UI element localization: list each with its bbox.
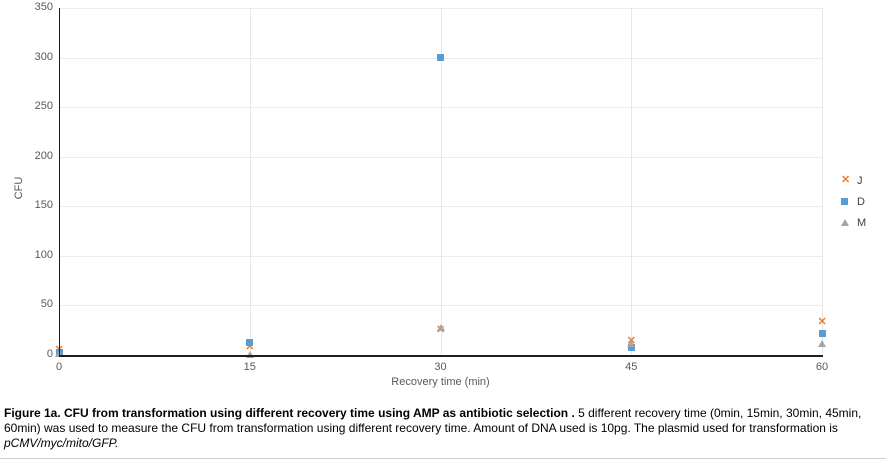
- y-tick-label: 150: [34, 199, 53, 212]
- x-axis-line: [59, 355, 823, 357]
- legend-label-M: M: [857, 216, 867, 229]
- data-point-J-15: ✕: [245, 340, 255, 353]
- x-tick-label: 30: [434, 361, 447, 373]
- y-tick-label: 200: [34, 149, 53, 162]
- data-point-M-45: [627, 339, 636, 347]
- y-tick-label: 50: [40, 298, 53, 311]
- legend-square-icon: [841, 198, 855, 205]
- x-axis-title: Recovery time (min): [391, 376, 490, 388]
- x-tick-label: 60: [815, 361, 829, 373]
- bottom-rule: [0, 458, 886, 459]
- y-tick-label: 300: [34, 50, 53, 63]
- x-tick-label: 15: [243, 361, 256, 373]
- gridline: [440, 8, 442, 355]
- data-point-D-15: [246, 338, 254, 346]
- chart-legend: ✕ J D M: [841, 170, 866, 233]
- data-point-M-15: [245, 350, 254, 358]
- triangle-marker-glyph: [841, 219, 849, 226]
- data-point-M-30: [436, 323, 445, 331]
- caption-italic-text: pCMV/myc/mito/GFP.: [4, 436, 119, 450]
- caption-regular-text: 5 different recovery time (0min, 15min, …: [4, 406, 862, 435]
- legend-triangle-icon: [841, 219, 855, 226]
- y-axis-line: [59, 8, 60, 355]
- square-marker-glyph: [841, 198, 848, 205]
- caption-bold-text: Figure 1a. CFU from transformation using…: [4, 406, 575, 420]
- legend-item-M: M: [841, 212, 866, 233]
- gridline: [631, 8, 633, 355]
- scatter-chart: ✕✕✕✕✕ CFU Recovery time (min) ✕JDM 05010…: [13, 1, 867, 388]
- y-tick-label: 250: [34, 100, 53, 113]
- x-marker-glyph: ✕: [841, 174, 851, 186]
- legend-label-D: D: [857, 195, 865, 208]
- gridline: [249, 8, 251, 355]
- legend-label-J: J: [857, 174, 863, 187]
- plot-area: ✕✕✕✕✕: [55, 8, 827, 358]
- data-point-D-30: [437, 54, 444, 62]
- data-point-M-60: [818, 339, 826, 347]
- data-point-D-60: [818, 329, 826, 337]
- y-tick-label: 350: [34, 1, 53, 13]
- data-point-D-45: [627, 343, 635, 351]
- legend-x-icon: ✕: [841, 175, 855, 186]
- legend-item-D: D: [841, 191, 866, 212]
- x-tick-label: 0: [55, 361, 63, 373]
- legend-item-J: ✕ J: [841, 170, 866, 191]
- figure-caption: Figure 1a. CFU from transformation using…: [4, 406, 882, 451]
- y-tick-label: 100: [34, 248, 53, 261]
- x-tick-label: 45: [625, 361, 638, 373]
- y-tick-label: 0: [46, 348, 53, 360]
- data-point-J-60: ✕: [817, 315, 827, 328]
- gridline: [822, 8, 823, 355]
